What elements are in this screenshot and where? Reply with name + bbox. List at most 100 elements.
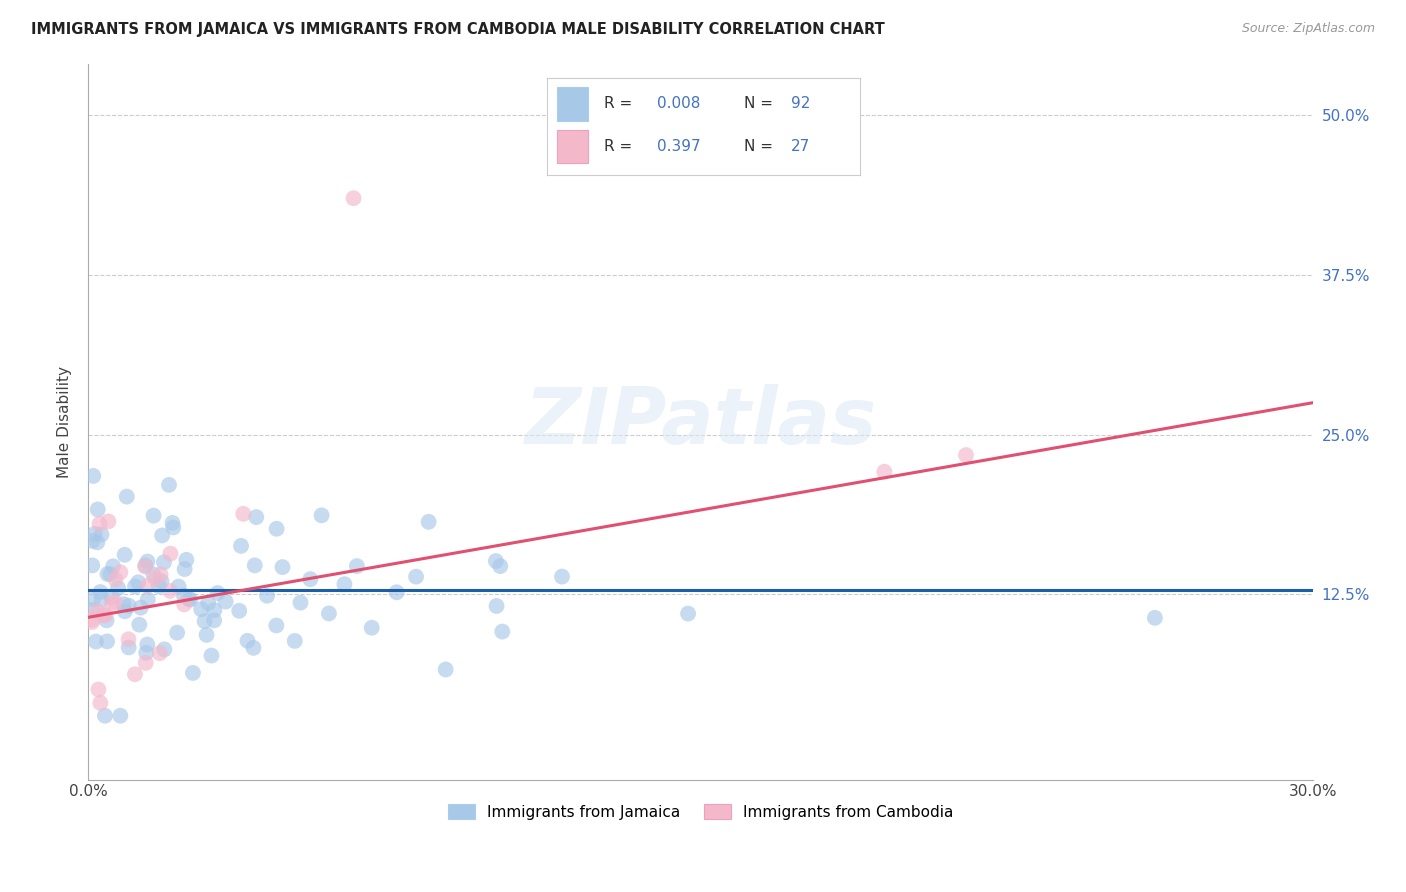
Point	[202, 603, 225, 617]
Point	[405, 569, 427, 583]
Point	[136, 638, 159, 652]
Point	[82, 603, 104, 617]
Point	[195, 628, 218, 642]
Point	[167, 580, 190, 594]
Point	[485, 599, 508, 613]
Point	[197, 596, 219, 610]
Point	[134, 558, 156, 573]
Point	[311, 508, 333, 523]
Point	[82, 469, 104, 483]
Point	[94, 607, 117, 622]
Point	[94, 708, 117, 723]
Point	[955, 448, 977, 462]
Point	[112, 597, 135, 611]
Point	[97, 515, 120, 529]
Text: ZIPatlas: ZIPatlas	[524, 384, 877, 460]
Point	[266, 618, 288, 632]
Point	[228, 604, 250, 618]
Point	[93, 608, 115, 623]
Point	[153, 555, 176, 569]
Point	[128, 617, 150, 632]
Point	[89, 516, 111, 531]
Point	[86, 535, 108, 549]
Point	[115, 490, 138, 504]
Point	[124, 667, 146, 681]
Point	[207, 586, 229, 600]
Point	[176, 553, 198, 567]
Point	[271, 560, 294, 574]
Point	[360, 621, 382, 635]
Point	[100, 567, 122, 582]
Point	[129, 600, 152, 615]
Point	[299, 572, 322, 586]
Point	[136, 555, 159, 569]
Point	[551, 569, 574, 583]
Point	[148, 579, 170, 593]
Point	[676, 607, 699, 621]
Point	[491, 624, 513, 639]
Point	[90, 527, 112, 541]
Point	[124, 579, 146, 593]
Point	[100, 590, 122, 604]
Point	[200, 648, 222, 663]
Point	[135, 656, 157, 670]
Point	[82, 533, 104, 548]
Point	[96, 566, 118, 581]
Point	[82, 558, 104, 573]
Point	[117, 632, 139, 647]
Point	[318, 607, 340, 621]
Point	[177, 592, 200, 607]
Point	[229, 539, 252, 553]
Point	[157, 478, 180, 492]
Point	[86, 502, 108, 516]
Point	[173, 562, 195, 576]
Point	[96, 613, 118, 627]
Point	[166, 625, 188, 640]
Point	[134, 559, 156, 574]
Point	[434, 663, 457, 677]
Point	[162, 516, 184, 530]
Point	[107, 581, 129, 595]
Point	[89, 585, 111, 599]
Point	[150, 574, 173, 589]
Point	[193, 614, 215, 628]
Text: IMMIGRANTS FROM JAMAICA VS IMMIGRANTS FROM CAMBODIA MALE DISABILITY CORRELATION : IMMIGRANTS FROM JAMAICA VS IMMIGRANTS FR…	[31, 22, 884, 37]
Point	[136, 592, 159, 607]
Point	[290, 596, 312, 610]
Point	[149, 646, 172, 660]
Point	[173, 589, 195, 603]
Point	[149, 567, 172, 582]
Point	[266, 522, 288, 536]
Text: Source: ZipAtlas.com: Source: ZipAtlas.com	[1241, 22, 1375, 36]
Point	[489, 559, 512, 574]
Point	[342, 191, 364, 205]
Point	[485, 554, 508, 568]
Point	[127, 575, 149, 590]
Point	[118, 599, 141, 613]
Point	[243, 558, 266, 573]
Point	[86, 604, 108, 618]
Point	[162, 520, 184, 534]
Point	[159, 547, 181, 561]
Point	[202, 613, 225, 627]
Point	[333, 577, 356, 591]
Point	[284, 634, 307, 648]
Point	[256, 589, 278, 603]
Legend: Immigrants from Jamaica, Immigrants from Cambodia: Immigrants from Jamaica, Immigrants from…	[441, 797, 960, 826]
Point	[101, 596, 124, 610]
Point	[118, 640, 141, 655]
Point	[90, 592, 112, 607]
Point	[385, 585, 408, 599]
Point	[150, 528, 173, 542]
Point	[82, 613, 104, 627]
Point	[110, 708, 132, 723]
Point	[873, 465, 896, 479]
Point	[110, 566, 132, 580]
Point	[104, 595, 127, 609]
Point	[153, 642, 176, 657]
Point	[236, 633, 259, 648]
Point	[135, 646, 157, 660]
Point	[142, 567, 165, 582]
Point	[114, 548, 136, 562]
Point	[1143, 611, 1166, 625]
